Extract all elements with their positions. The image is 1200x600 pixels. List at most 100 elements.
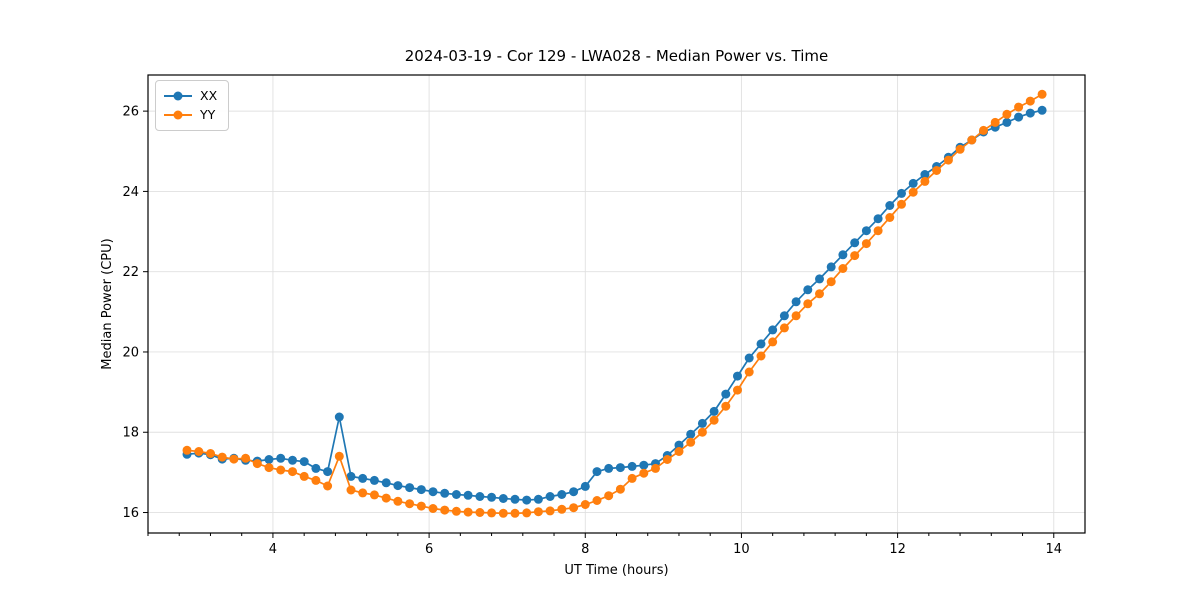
data-point-xx [1002,117,1012,127]
data-point-xx [779,311,789,321]
data-point-yy [182,445,192,455]
data-point-xx [1014,112,1024,122]
data-point-yy [826,277,836,287]
data-point-yy [194,447,204,456]
data-point-xx [791,297,801,307]
data-point-xx [510,494,520,504]
data-point-yy [334,451,344,461]
series-line-yy [186,93,1043,515]
data-point-xx [451,490,461,499]
data-point-yy [979,125,988,135]
data-point-yy [405,499,415,509]
y-axis-label: Median Power (CPU) [100,238,115,370]
data-point-xx [873,214,883,224]
data-point-xx [756,339,766,349]
data-point-xx [487,492,497,502]
data-point-xx [908,178,918,188]
data-point-xx [264,455,274,464]
data-point-yy [346,485,356,495]
series-line-xx [186,109,1043,501]
data-point-yy [487,508,497,518]
data-point-xx [393,481,403,491]
data-point-yy [381,493,391,503]
data-point-yy [241,453,251,463]
data-point-xx [369,475,379,485]
y-tick-label: 18 [122,426,139,441]
legend: XX YY [155,80,230,131]
data-point-yy [838,264,848,273]
yy-marker-icon [173,110,183,119]
y-tick-label: 26 [122,105,139,120]
x-tick-label: 12 [889,542,906,557]
data-point-yy [1025,96,1035,106]
y-tick-label: 24 [122,185,139,200]
data-point-yy [815,289,824,299]
data-point-xx [323,467,333,477]
y-tick-label: 20 [122,345,139,360]
data-point-yy [803,299,813,309]
data-point-xx [405,483,415,493]
x-tick-label: 4 [269,542,277,557]
data-point-xx [498,494,508,503]
data-point-xx [826,262,836,272]
data-point-xx [557,490,567,499]
data-point-yy [850,251,860,261]
data-point-xx [920,170,930,179]
data-point-yy [662,455,672,464]
data-point-yy [604,491,614,501]
data-point-yy [990,117,1000,127]
data-point-yy [323,481,333,491]
data-point-yy [861,239,871,249]
data-point-xx [768,325,778,335]
legend-item-xx: XX [164,86,217,105]
data-point-yy [545,506,555,516]
data-point-xx [358,473,368,483]
data-point-yy [639,468,649,478]
data-point-xx [569,487,579,497]
data-point-xx [744,353,754,363]
data-point-xx [463,490,473,500]
data-point-yy [873,226,883,236]
chart-title: 2024-03-19 - Cor 129 - LWA028 - Median P… [404,47,829,65]
y-tick-label: 22 [122,265,139,280]
data-point-yy [932,166,942,175]
data-point-yy [510,508,520,518]
data-point-xx [639,460,649,470]
data-point-yy [908,187,918,197]
data-point-yy [311,475,321,485]
data-point-yy [217,452,227,462]
data-point-xx [522,495,532,505]
data-point-xx [674,440,684,450]
data-point-yy [475,508,485,517]
x-tick-label: 8 [581,542,589,557]
data-point-yy [522,508,532,518]
plot-border [147,74,1086,534]
x-tick-label: 14 [1045,542,1062,557]
legend-label-xx: XX [200,88,218,103]
data-point-yy [627,473,637,483]
data-point-yy [885,213,895,222]
data-point-yy [463,507,473,517]
data-point-xx [592,467,602,477]
data-point-xx [838,250,848,260]
data-point-xx [815,274,824,284]
data-point-xx [686,429,696,439]
data-point-yy [440,505,450,515]
data-point-yy [744,367,754,377]
data-point-yy [709,415,719,425]
data-point-xx [803,285,813,295]
data-point-xx [897,188,906,198]
data-point-yy [358,488,368,498]
x-tick-label: 6 [425,542,433,557]
data-point-yy [768,337,778,347]
data-point-xx [627,461,637,471]
data-point-yy [920,176,930,186]
data-point-yy [393,496,403,506]
data-point-xx [615,463,625,473]
data-point-xx [428,487,438,497]
data-point-xx [850,238,860,248]
data-point-yy [1037,89,1047,99]
data-point-yy [697,427,707,437]
legend-item-yy: YY [164,105,217,124]
